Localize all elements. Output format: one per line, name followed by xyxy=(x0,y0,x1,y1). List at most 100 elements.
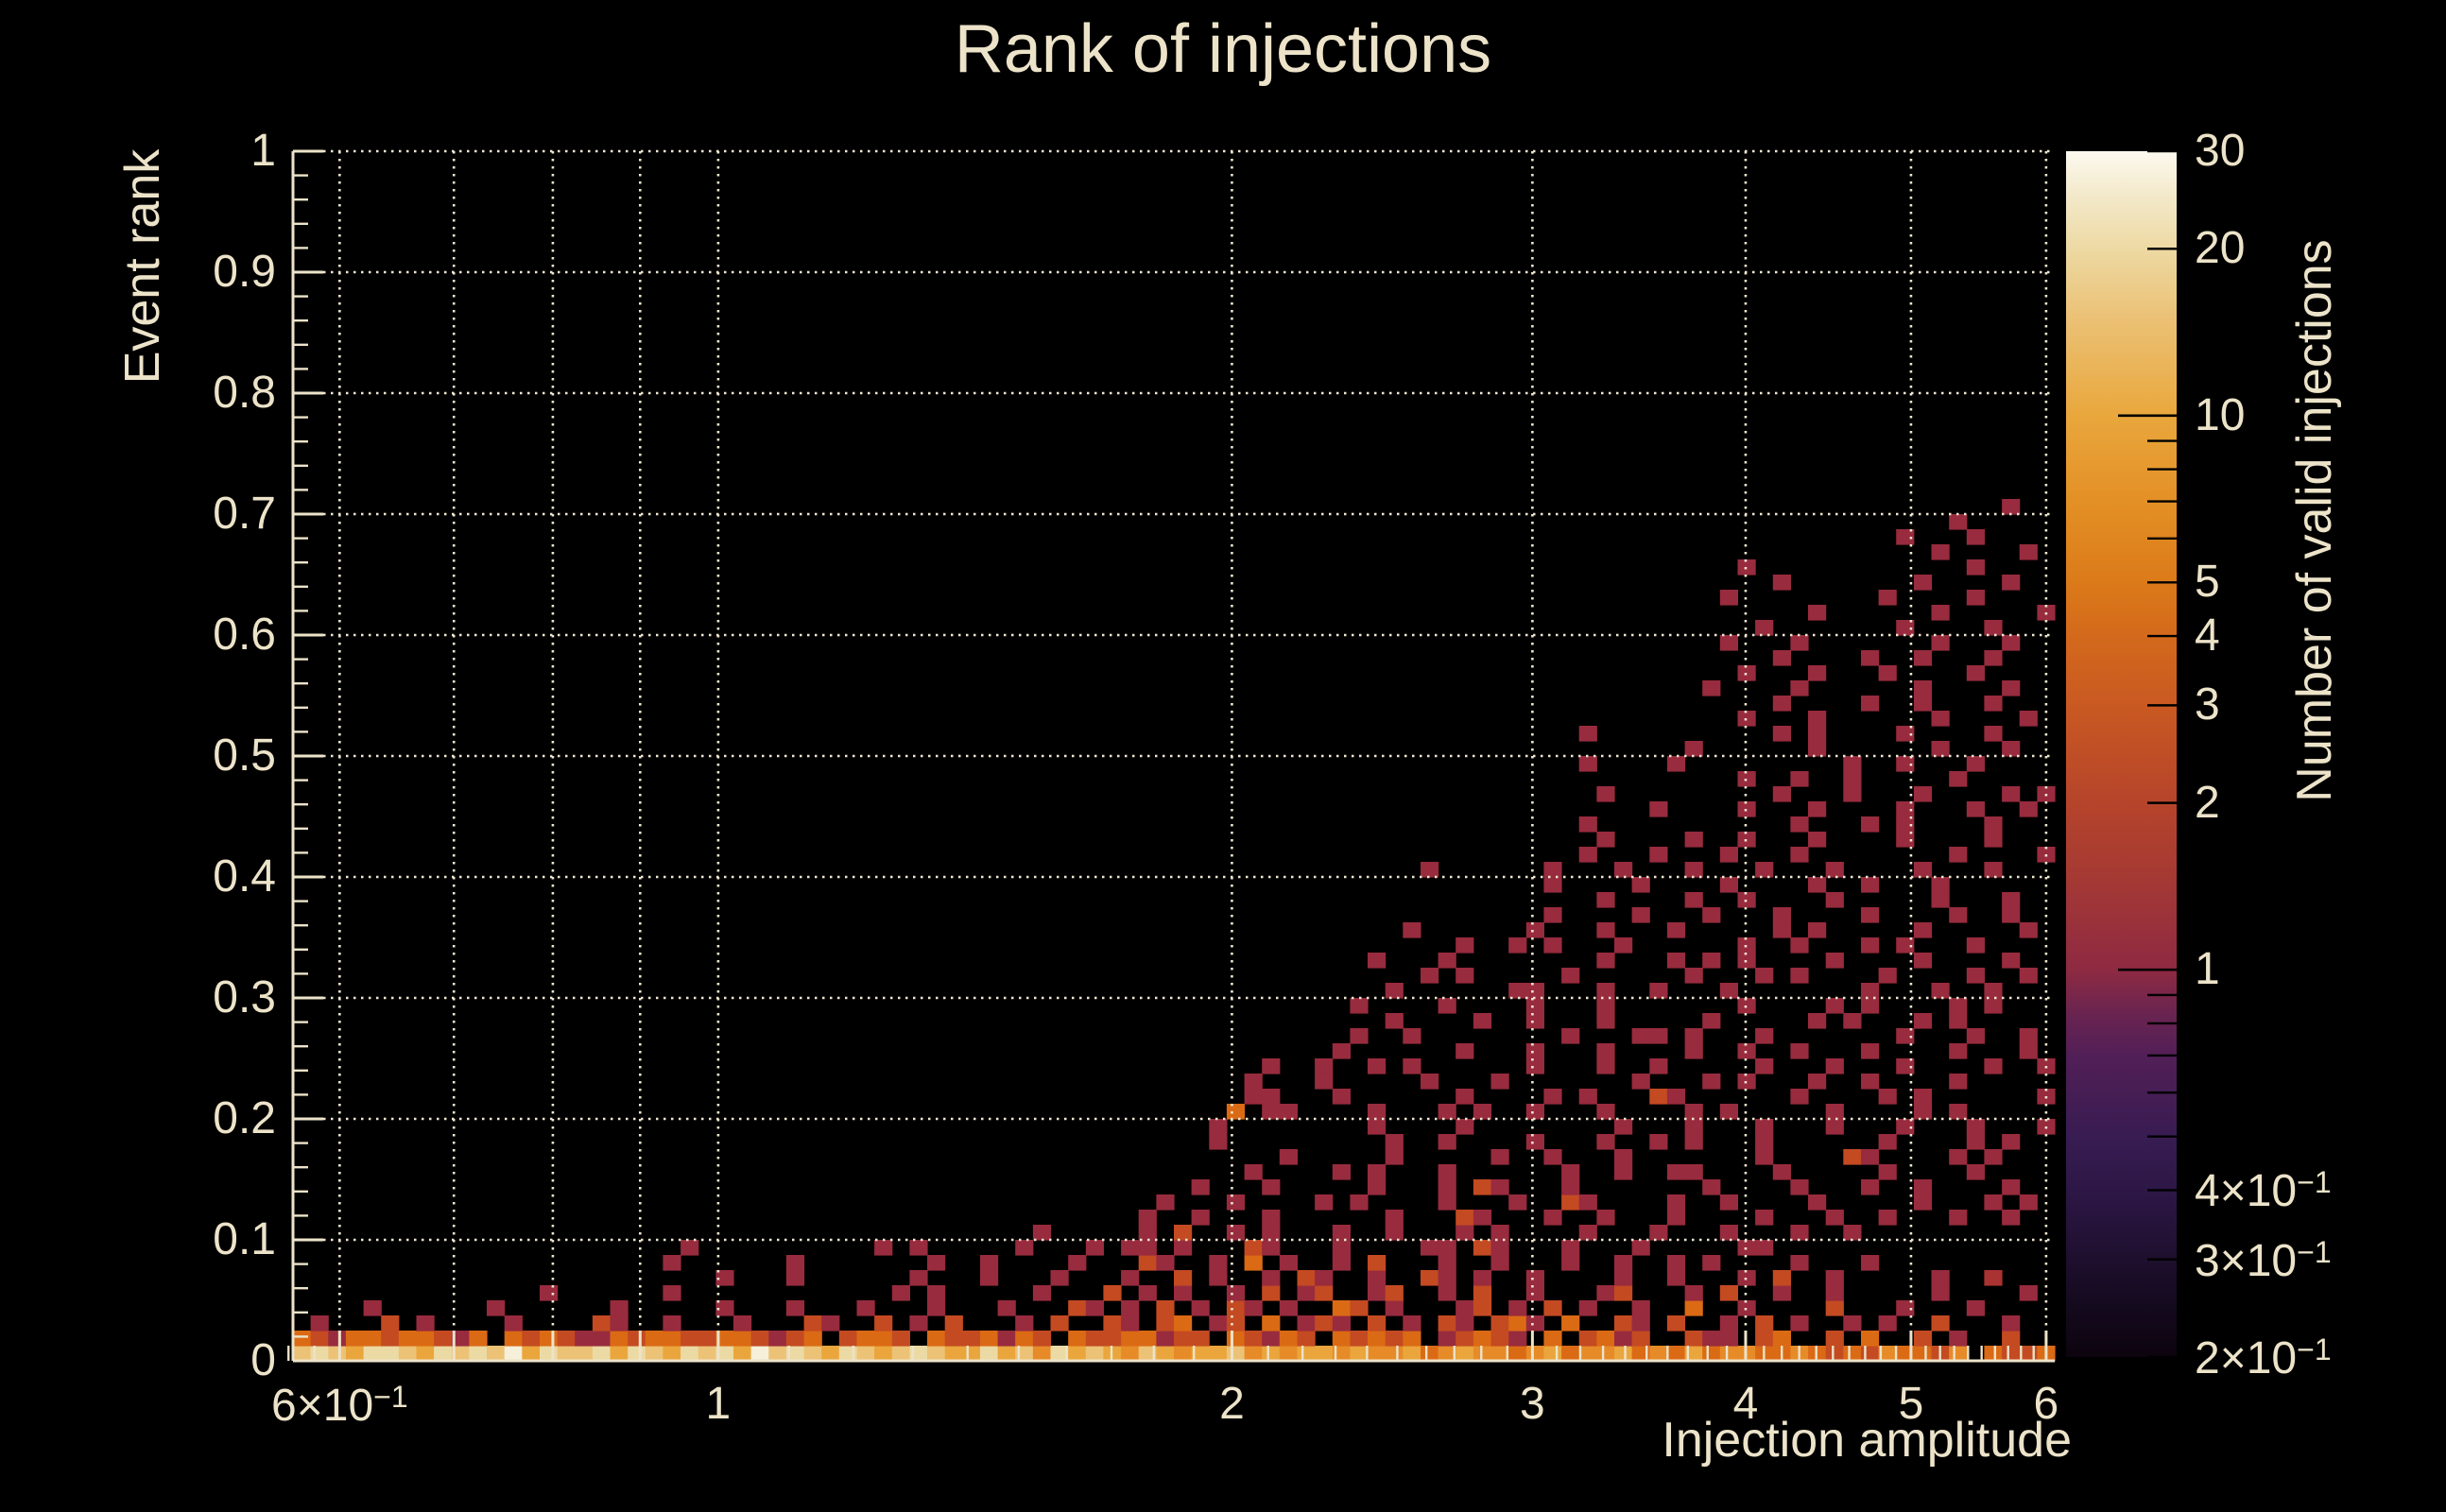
heatmap-cell xyxy=(1984,816,2003,833)
heatmap-cell xyxy=(891,1331,910,1347)
heatmap-cell xyxy=(1913,953,1933,969)
heatmap-cell xyxy=(1543,937,1562,954)
heatmap-cell xyxy=(1596,832,1615,848)
heatmap-cell xyxy=(1209,1346,1228,1362)
heatmap-cell xyxy=(557,1331,576,1347)
heatmap-cell xyxy=(1790,1089,1809,1105)
heatmap-cell xyxy=(1808,922,1827,938)
heatmap-cell xyxy=(927,1346,946,1362)
heatmap-cell xyxy=(1808,1074,1827,1090)
heatmap-cell xyxy=(1684,1331,1703,1347)
heatmap-cell xyxy=(1790,1179,1809,1195)
heatmap-cell xyxy=(1068,1331,1087,1347)
heatmap-cell xyxy=(1825,1104,1844,1120)
heatmap-cell xyxy=(1825,1285,1844,1301)
heatmap-cell xyxy=(1896,832,1915,848)
heatmap-cell xyxy=(1525,1285,1544,1301)
heatmap-cell xyxy=(1772,650,1791,666)
heatmap-cell xyxy=(1614,1164,1633,1180)
heatmap-cell xyxy=(1262,1058,1281,1074)
heatmap-cell xyxy=(1649,1346,1668,1362)
heatmap-cell xyxy=(1949,1074,1968,1090)
heatmap-cell xyxy=(1631,1331,1650,1347)
heatmap-cell xyxy=(1790,1255,1809,1271)
heatmap-cell xyxy=(891,1285,910,1301)
heatmap-cell xyxy=(1156,1331,1175,1347)
heatmap-cell xyxy=(1825,1210,1844,1226)
heatmap-cell xyxy=(1368,1315,1387,1332)
heatmap-cell xyxy=(610,1331,629,1347)
heatmap-cell xyxy=(680,1346,699,1362)
heatmap-cell xyxy=(1808,832,1827,848)
heatmap-cell xyxy=(1368,1270,1387,1286)
heatmap-cell xyxy=(1649,1058,1668,1074)
heatmap-cell xyxy=(1825,862,1844,878)
heatmap-cell xyxy=(1931,544,1950,560)
heatmap-cell xyxy=(381,1331,400,1347)
heatmap-cell xyxy=(1315,1074,1334,1090)
heatmap-cell xyxy=(540,1331,559,1347)
heatmap-cell xyxy=(1191,1346,1210,1362)
heatmap-cell xyxy=(1315,1346,1334,1362)
heatmap-cell xyxy=(1790,937,1809,954)
heatmap-cell xyxy=(1385,1210,1404,1226)
heatmap-cell xyxy=(1931,635,1950,651)
heatmap-cell xyxy=(1085,1346,1104,1362)
heatmap-cell xyxy=(1209,1270,1228,1286)
heatmap-cell xyxy=(1438,1315,1456,1332)
heatmap-cell xyxy=(1244,1331,1263,1347)
heatmap-cell xyxy=(1666,1164,1686,1180)
y-tick-label: 0.1 xyxy=(213,1214,276,1264)
heatmap-cell xyxy=(1843,756,1862,772)
heatmap-cell xyxy=(1508,1315,1527,1332)
y-tick-label: 0 xyxy=(250,1335,276,1385)
heatmap-cell xyxy=(1755,862,1774,878)
heatmap-cell xyxy=(645,1346,663,1362)
heatmap-cell xyxy=(1984,620,2003,636)
heatmap-cell xyxy=(768,1346,787,1362)
heatmap-cell xyxy=(1684,892,1703,908)
heatmap-cell xyxy=(1772,696,1791,712)
heatmap-cell xyxy=(1966,937,1985,954)
heatmap-cell xyxy=(1966,968,1985,984)
heatmap-cell xyxy=(1085,1331,1104,1347)
heatmap-cell xyxy=(927,1255,946,1271)
heatmap-cell xyxy=(1649,1225,1668,1241)
heatmap-cell xyxy=(1649,801,1668,817)
heatmap-cell xyxy=(1403,1346,1421,1362)
heatmap-cell xyxy=(1226,1285,1246,1301)
heatmap-cell xyxy=(1456,1315,1474,1332)
heatmap-cell xyxy=(2019,711,2038,727)
heatmap-cell xyxy=(1684,832,1703,848)
heatmap-cell xyxy=(1825,1346,1844,1362)
heatmap-cell xyxy=(1085,1240,1104,1256)
page-title: Rank of injections xyxy=(954,11,1492,87)
axis-ticks xyxy=(287,149,2048,1363)
heatmap-cell xyxy=(416,1346,435,1362)
heatmap-cell xyxy=(1456,968,1474,984)
heatmap-cell xyxy=(1790,968,1809,984)
heatmap-cell xyxy=(1913,1013,1933,1029)
heatmap-cell xyxy=(715,1346,734,1362)
heatmap-cell xyxy=(1772,1270,1791,1286)
heatmap-cell xyxy=(1473,1346,1492,1362)
heatmap-cell xyxy=(1913,680,1933,696)
heatmap-cell xyxy=(1896,1119,1915,1135)
heatmap-cell xyxy=(1473,1240,1492,1256)
heatmap-cell xyxy=(1209,1315,1228,1332)
heatmap-cell xyxy=(1525,1013,1544,1029)
heatmap-cell xyxy=(1561,1028,1580,1044)
y-tick-label: 0.2 xyxy=(213,1093,276,1143)
heatmap-cell xyxy=(785,1255,805,1271)
heatmap-cell xyxy=(363,1300,382,1316)
heatmap-cell xyxy=(1508,1194,1527,1211)
heatmap-cell xyxy=(1719,1331,1738,1347)
heatmap-cell xyxy=(1614,1149,1633,1165)
heatmap-cell xyxy=(1808,741,1827,757)
heatmap-cell xyxy=(1421,862,1439,878)
x-tick-label: 1 xyxy=(705,1379,732,1429)
heatmap-cell xyxy=(1490,1179,1509,1195)
heatmap-cell xyxy=(1350,998,1369,1014)
heatmap-cell xyxy=(1913,575,1933,591)
heatmap-cell xyxy=(1578,726,1597,742)
